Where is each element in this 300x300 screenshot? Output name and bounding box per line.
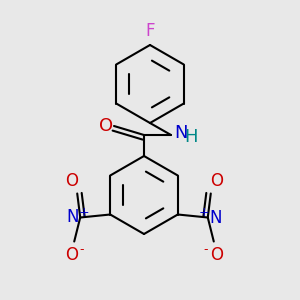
Text: +: + bbox=[79, 206, 89, 219]
Text: +: + bbox=[199, 206, 209, 219]
Text: -: - bbox=[204, 243, 208, 256]
Text: N: N bbox=[209, 208, 222, 226]
Text: N: N bbox=[66, 208, 79, 226]
Text: O: O bbox=[210, 172, 223, 190]
Text: F: F bbox=[145, 22, 155, 40]
Text: O: O bbox=[99, 117, 114, 135]
Text: O: O bbox=[210, 246, 223, 264]
Text: O: O bbox=[65, 172, 78, 190]
Text: -: - bbox=[80, 243, 84, 256]
Text: H: H bbox=[184, 128, 198, 146]
Text: N: N bbox=[174, 124, 188, 142]
Text: O: O bbox=[65, 246, 78, 264]
